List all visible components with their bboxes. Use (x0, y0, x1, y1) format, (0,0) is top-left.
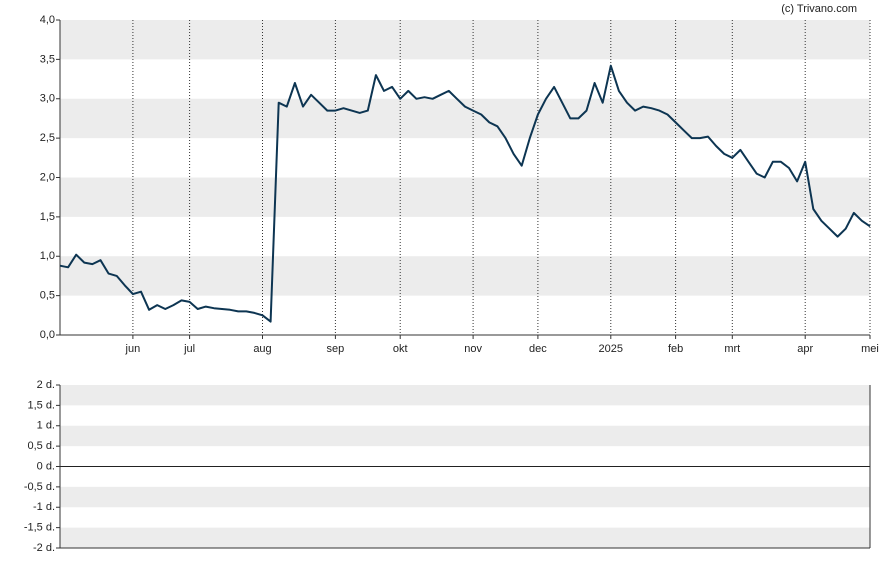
x-tick-label: okt (393, 343, 408, 355)
x-tick-label: mrt (724, 343, 740, 355)
band (60, 98, 870, 139)
y-tick-label: 1,0 (40, 250, 55, 262)
band (60, 177, 870, 217)
band (60, 425, 870, 447)
y-tick-label: 3,5 (40, 53, 55, 65)
x-tick-label: apr (797, 343, 813, 355)
x-tick-label: nov (464, 343, 482, 355)
x-tick-label: jul (183, 343, 195, 355)
band (60, 256, 870, 296)
x-tick-label: sep (327, 343, 345, 355)
x-tick-label: jun (125, 343, 141, 355)
band (60, 20, 870, 60)
x-tick-label: 2025 (599, 343, 623, 355)
y-tick-label: 4,0 (40, 14, 55, 26)
band (60, 385, 870, 406)
y-tick-label: -2 d. (33, 542, 55, 554)
y-tick-label: 2 d. (37, 379, 55, 391)
y-tick-label: 0,5 d. (27, 440, 55, 452)
y-tick-label: 2,5 (40, 132, 55, 144)
y-tick-label: 0,0 (40, 329, 55, 341)
y-tick-label: 0,5 (40, 290, 55, 302)
y-tick-label: 1,5 (40, 211, 55, 223)
y-tick-label: -1,5 d. (24, 522, 55, 534)
y-tick-label: -0,5 d. (24, 481, 55, 493)
y-tick-label: 2,0 (40, 171, 55, 183)
y-tick-label: 3,0 (40, 93, 55, 105)
y-tick-label: 1,5 d. (27, 399, 55, 411)
y-tick-label: -1 d. (33, 501, 55, 513)
y-tick-label: 1 d. (37, 420, 55, 432)
y-tick-label: 0 d. (37, 460, 55, 472)
x-tick-label: dec (529, 343, 547, 355)
band (60, 486, 870, 508)
price-line (59, 64, 871, 323)
x-tick-label: feb (668, 343, 683, 355)
credit: (c) Trivano.com (781, 3, 857, 15)
x-tick-label: aug (253, 343, 271, 355)
band (60, 527, 870, 548)
x-tick-label: mei (861, 343, 879, 355)
